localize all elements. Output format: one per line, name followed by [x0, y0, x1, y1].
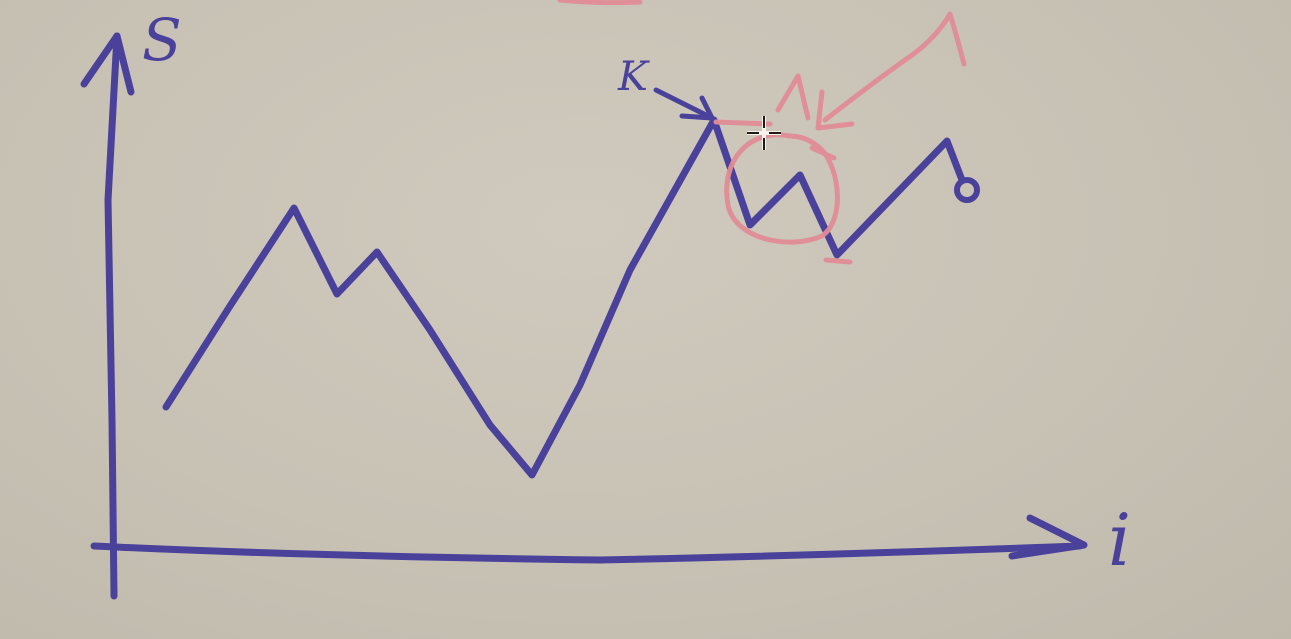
k-pointer-arrowhead [679, 95, 715, 121]
pink-peak-underline [713, 119, 773, 127]
y-axis-label: S [142, 6, 182, 74]
stock-price-line [162, 116, 966, 479]
y-axis [104, 32, 121, 600]
pink-small-peak [775, 73, 811, 121]
x-axis [90, 542, 1084, 564]
pink-circle-tail [809, 145, 837, 161]
end-point-marker [954, 177, 980, 203]
pink-arrowhead [815, 89, 855, 131]
point-label-k: K [618, 54, 648, 100]
pink-low-dash [823, 257, 853, 265]
pink-arrow-stroke [822, 11, 967, 123]
crosshair-cursor-icon [747, 116, 781, 150]
pink-edge-stroke [557, 0, 643, 6]
pink-circle-highlight [724, 132, 840, 245]
x-axis-label: i [1108, 498, 1132, 582]
x-axis-arrowhead [1008, 514, 1088, 560]
y-axis-arrowhead [80, 32, 135, 96]
k-pointer-arrow [653, 87, 715, 121]
